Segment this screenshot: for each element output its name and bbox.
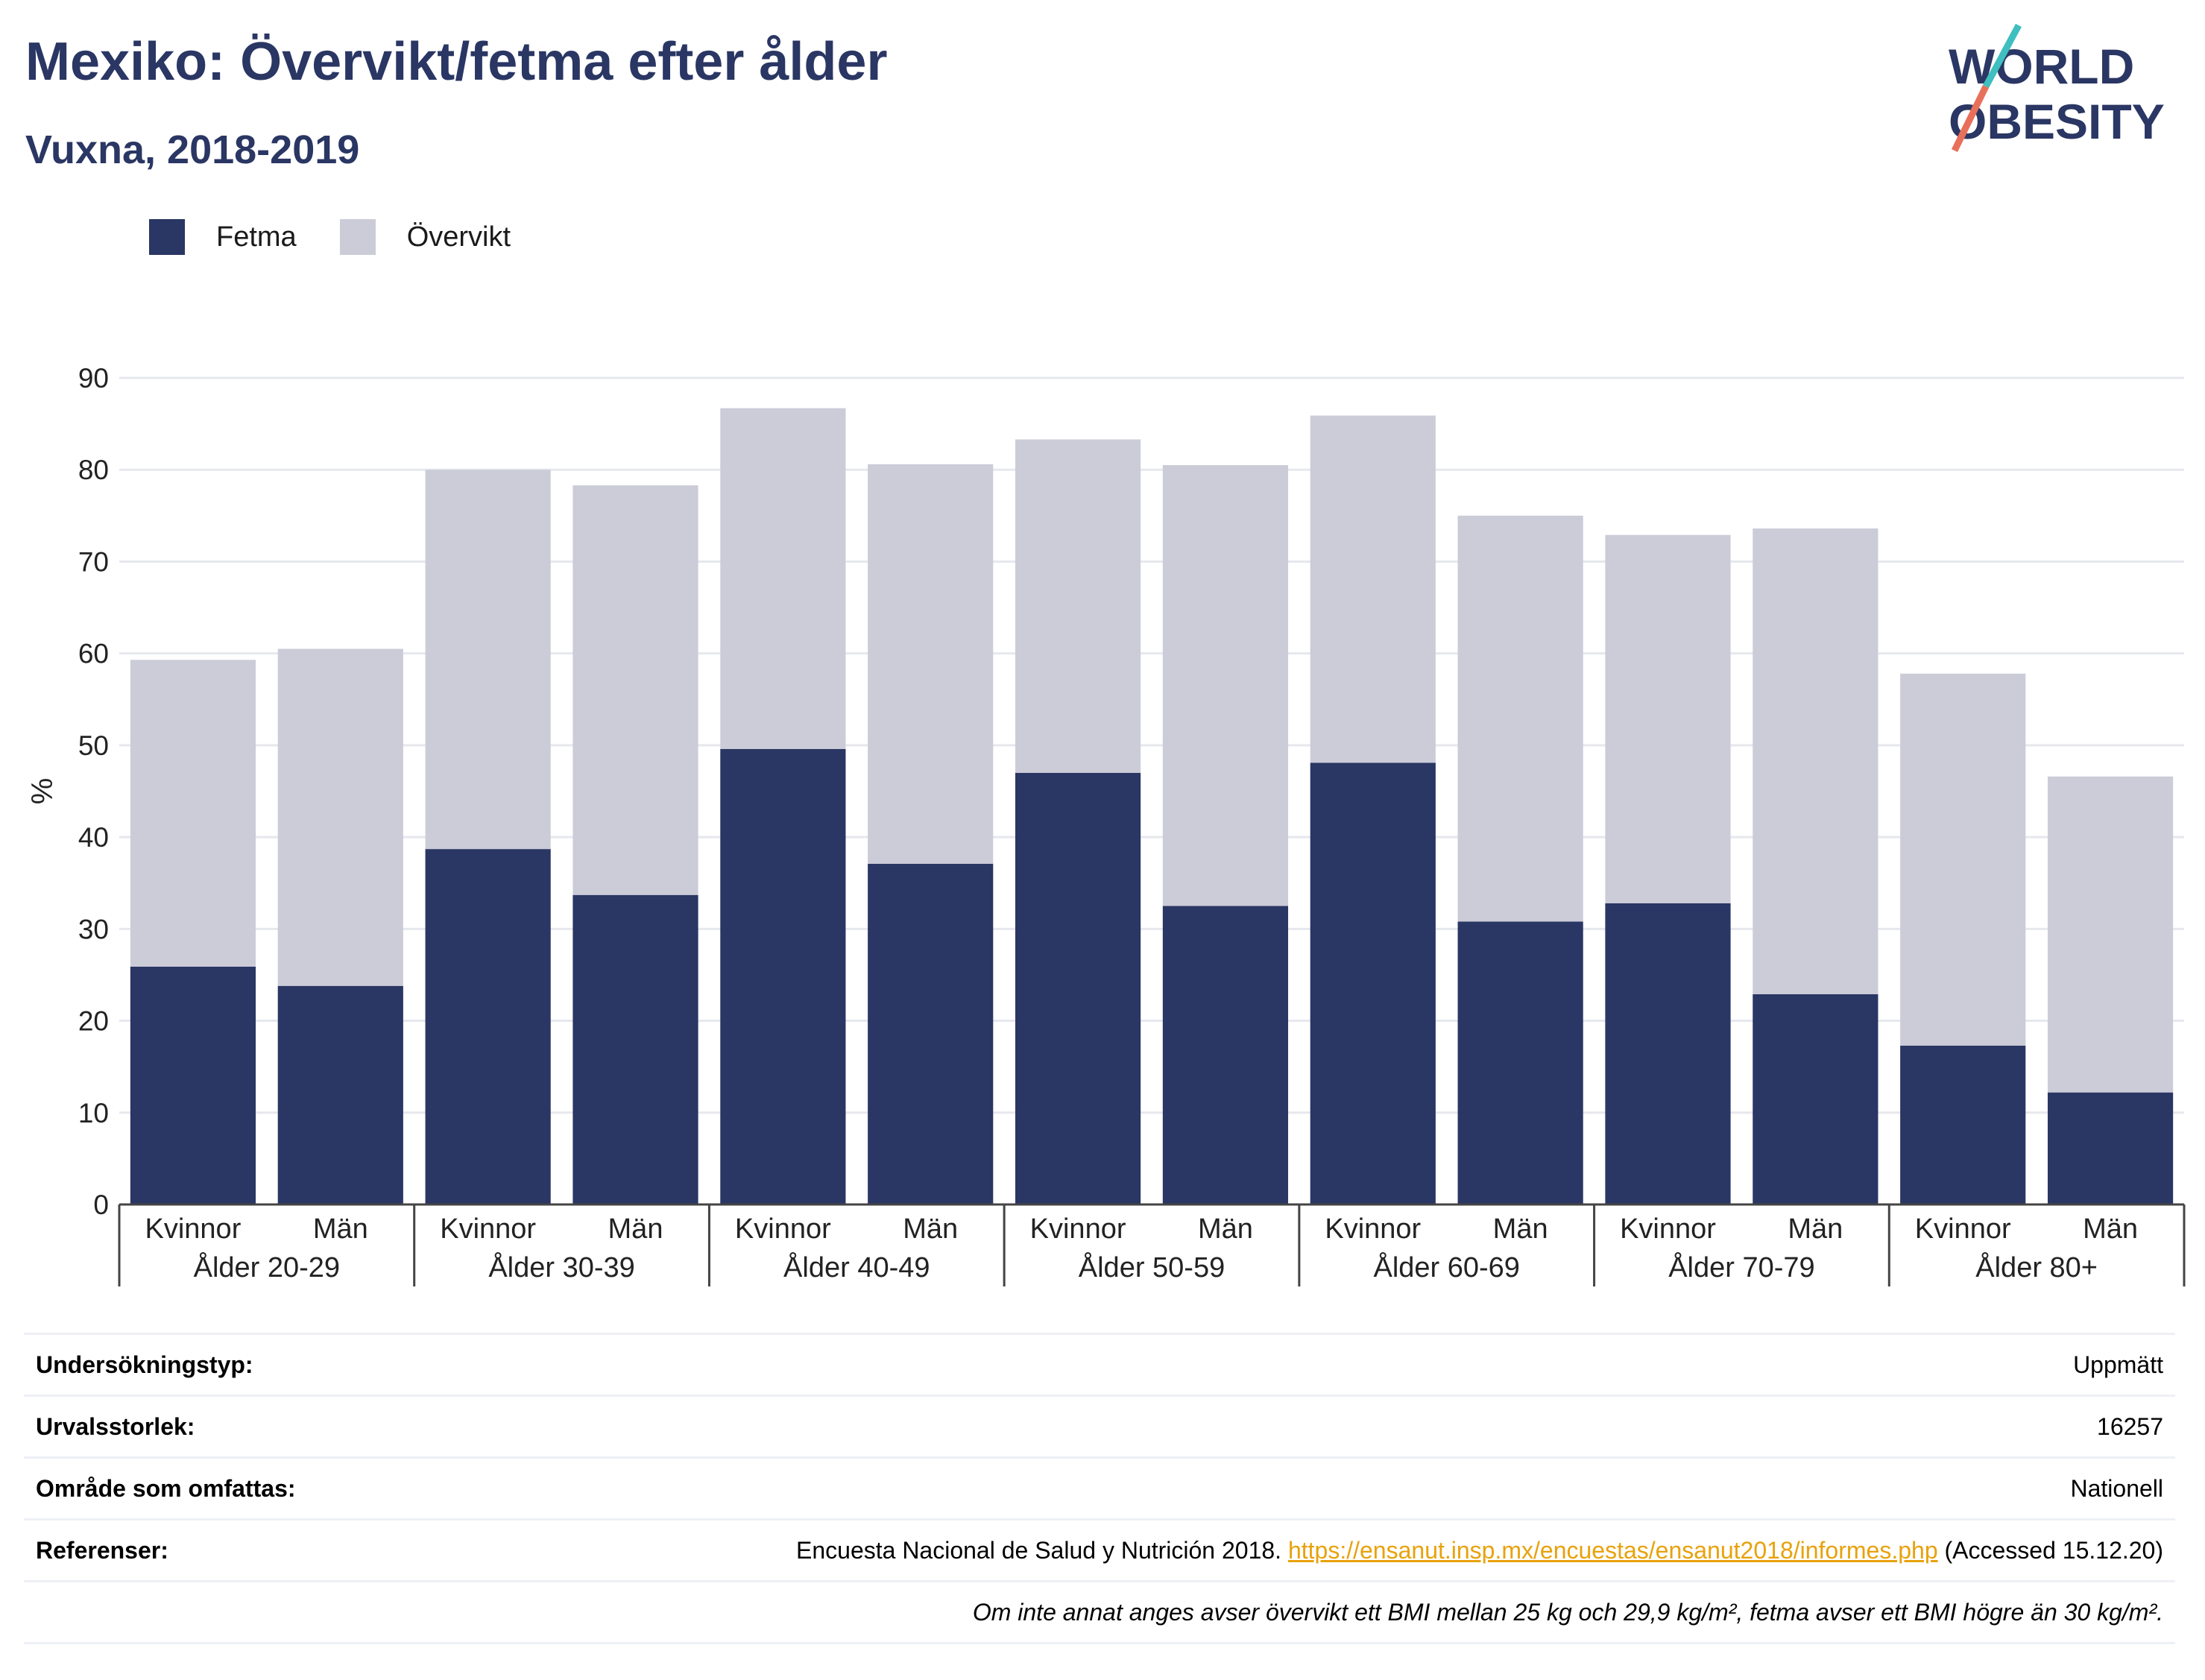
references-value: Encuesta Nacional de Salud y Nutrición 2…: [796, 1537, 2163, 1564]
y-tick-label: 60: [78, 639, 109, 669]
x-tick-label: Kvinnor: [440, 1213, 536, 1245]
page-title: Mexiko: Övervikt/fetma efter ålder: [25, 32, 888, 92]
references-text: Encuesta Nacional de Salud y Nutrición 2…: [796, 1536, 1282, 1564]
bar-overvikt: [1162, 465, 1289, 906]
svg-text:WORLD: WORLD: [1949, 39, 2134, 94]
y-tick-label: 80: [78, 455, 109, 485]
x-tick-label: Män: [608, 1213, 663, 1245]
bar-fetma: [130, 966, 256, 1204]
group-label: Ålder 60-69: [1373, 1251, 1519, 1283]
bar-fetma: [1900, 1045, 2026, 1204]
references-link[interactable]: https://ensanut.insp.mx/encuestas/ensanu…: [1287, 1536, 1938, 1564]
x-tick-label: Kvinnor: [1030, 1213, 1126, 1245]
info-table: Undersökningstyp: Uppmätt Urvalsstorlek:…: [24, 1333, 2175, 1644]
stacked-bar-chart: 0 10 20 30 40 50 60 70 80 90% Kvinnor Män Kvinnor Män…: [26, 363, 2186, 1286]
coverage-label: Område som omfattas:: [36, 1474, 296, 1502]
y-tick-label: 10: [78, 1098, 109, 1128]
legend-label-fetma: Fetma: [216, 221, 297, 253]
y-tick-label: 20: [78, 1006, 109, 1037]
x-tick-label: Kvinnor: [1325, 1213, 1421, 1245]
bar-overvikt: [277, 648, 403, 986]
bmi-note: Om inte annat anges avser övervikt ett B…: [972, 1598, 2163, 1626]
group-label: Ålder 20-29: [194, 1251, 340, 1283]
bar-fetma: [720, 748, 846, 1204]
x-tick-label: Kvinnor: [1915, 1213, 2011, 1245]
y-tick-label: 70: [78, 546, 109, 577]
legend-label-overvikt: Övervikt: [406, 221, 511, 253]
legend-swatch-overvikt: [339, 219, 376, 255]
bar-overvikt: [1310, 415, 1436, 763]
legend-item-overvikt: Övervikt: [339, 219, 511, 255]
x-tick-label: Män: [1788, 1213, 1843, 1245]
bar-overvikt: [130, 660, 256, 967]
info-row-references: Referenser: Encuesta Nacional de Salud y…: [24, 1520, 2175, 1582]
bar-fetma: [277, 985, 403, 1204]
bar-fetma: [1605, 903, 1731, 1204]
sample-size-value: 16257: [2097, 1412, 2163, 1440]
info-row-survey-type: Undersökningstyp: Uppmätt: [24, 1335, 2175, 1397]
y-tick-label: 30: [78, 914, 109, 944]
y-tick-label: 50: [78, 730, 109, 761]
sample-size-label: Urvalsstorlek:: [36, 1412, 195, 1440]
group-label: Ålder 80+: [1975, 1251, 2098, 1283]
y-tick-label: 0: [93, 1190, 109, 1220]
info-row-note: Om inte annat anges avser övervikt ett B…: [24, 1582, 2175, 1644]
x-tick-label: Män: [313, 1213, 368, 1245]
group-label: Ålder 40-49: [783, 1251, 930, 1283]
bar-overvikt: [1605, 534, 1731, 903]
survey-type-value: Uppmätt: [2073, 1351, 2163, 1378]
references-accessed: (Accessed 15.12.20): [1944, 1536, 2164, 1564]
info-row-sample-size: Urvalsstorlek: 16257: [24, 1397, 2175, 1459]
bar-overvikt: [868, 464, 994, 864]
bar-fetma: [1015, 772, 1141, 1204]
x-tick-label: Kvinnor: [1620, 1213, 1716, 1245]
coverage-value: Nationell: [2070, 1474, 2163, 1502]
group-label: Ålder 30-39: [488, 1251, 634, 1283]
bar-fetma: [572, 894, 698, 1204]
x-tick-label: Kvinnor: [735, 1213, 831, 1245]
bar-overvikt: [1900, 673, 2026, 1046]
world-obesity-logo: WORLD OBESITY: [1949, 23, 2165, 152]
bar-overvikt: [1457, 515, 1583, 922]
svg-text:OBESITY: OBESITY: [1949, 94, 2165, 149]
page-subtitle: Vuxna, 2018-2019: [25, 127, 360, 172]
bar-overvikt: [2047, 776, 2174, 1093]
bar-overvikt: [720, 408, 846, 749]
bar-fetma: [425, 849, 551, 1204]
legend-item-fetma: Fetma: [149, 219, 297, 255]
chart-legend: Fetma Övervikt: [149, 219, 554, 255]
y-axis-label: %: [26, 778, 59, 805]
y-tick-label: 90: [78, 363, 109, 394]
bar-overvikt: [1753, 528, 1878, 994]
bar-overvikt: [425, 470, 551, 850]
bar-fetma: [868, 863, 994, 1204]
bar-fetma: [1162, 906, 1289, 1204]
group-label: Ålder 50-59: [1079, 1251, 1225, 1283]
x-tick-label: Kvinnor: [145, 1213, 242, 1245]
references-label: Referenser:: [36, 1536, 168, 1564]
legend-swatch-fetma: [149, 219, 185, 255]
bar-overvikt: [572, 485, 698, 895]
bar-fetma: [1310, 762, 1436, 1204]
x-tick-label: Män: [903, 1213, 958, 1245]
bar-fetma: [1753, 994, 1878, 1204]
bar-overvikt: [1015, 439, 1141, 773]
x-tick-label: Män: [1493, 1213, 1548, 1245]
x-tick-label: Män: [2083, 1213, 2138, 1245]
bar-fetma: [1457, 921, 1583, 1204]
survey-type-label: Undersökningstyp:: [36, 1351, 253, 1378]
y-tick-label: 40: [78, 822, 109, 853]
bar-fetma: [2047, 1092, 2174, 1204]
info-row-coverage: Område som omfattas: Nationell: [24, 1459, 2175, 1520]
group-label: Ålder 70-79: [1668, 1251, 1814, 1283]
x-tick-label: Män: [1198, 1213, 1253, 1245]
